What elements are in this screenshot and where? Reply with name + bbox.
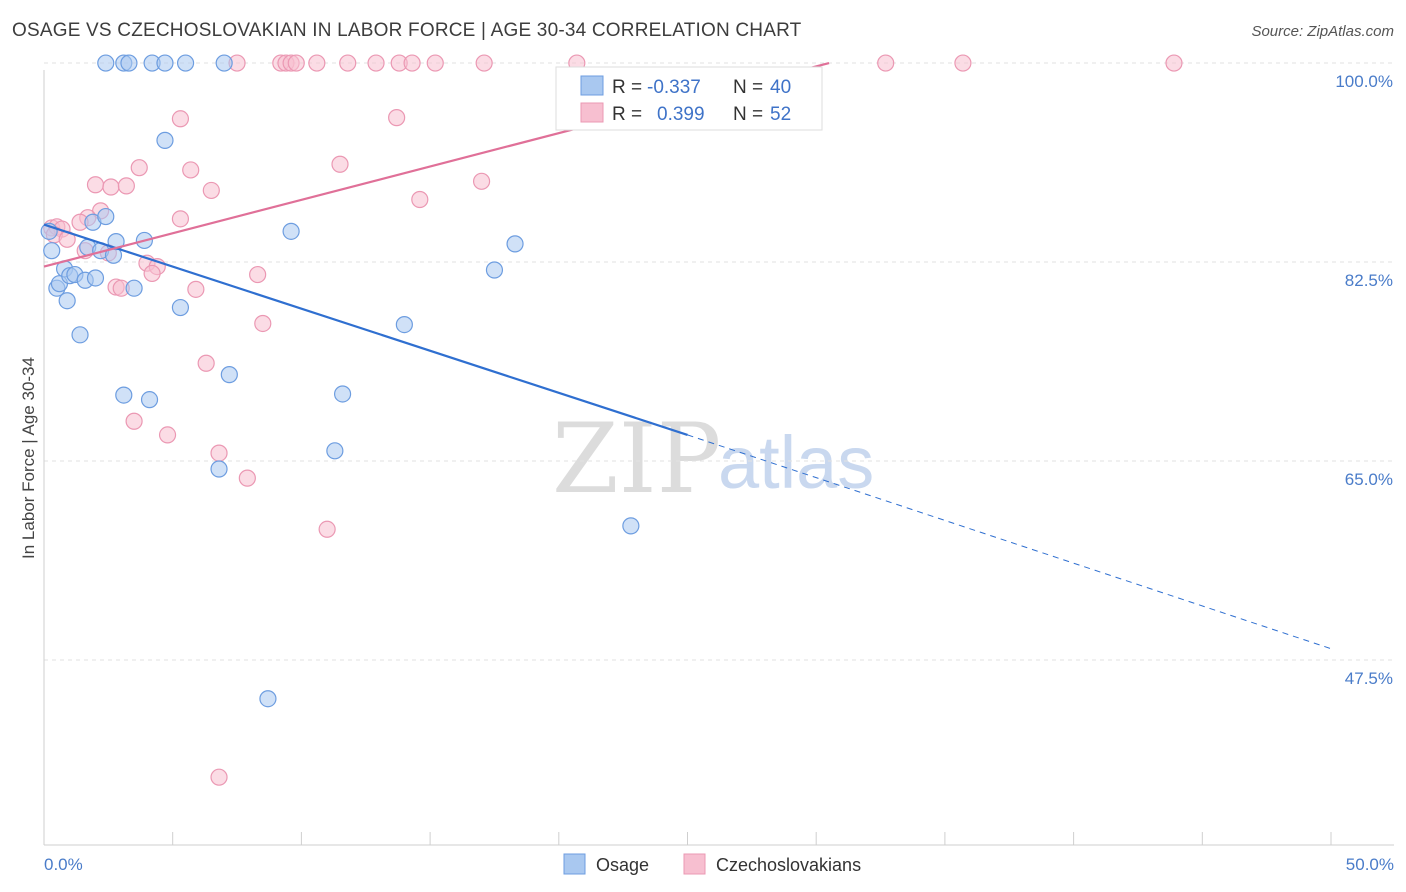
czech-point — [171, 110, 190, 128]
osage-point — [107, 232, 125, 251]
osage-point — [176, 54, 195, 72]
czech-point — [403, 54, 421, 72]
osage-n-label: N = — [733, 77, 763, 98]
czech-point — [367, 54, 385, 72]
osage-point — [115, 386, 133, 404]
czech-point — [117, 177, 135, 195]
osage-r-value: -0.337 — [647, 77, 701, 98]
stats-legend: R = -0.337 N = 40 R = 0.399 N = 52 — [555, 66, 823, 131]
chart-title: OSAGE VS CZECHOSLOVAKIAN IN LABOR FORCE … — [12, 20, 802, 41]
czech-point — [308, 54, 326, 72]
czech-r-value: 0.399 — [657, 104, 705, 125]
osage-point — [333, 385, 352, 403]
czech-point — [210, 444, 228, 462]
czech-point — [475, 54, 493, 72]
czech-point — [249, 265, 267, 284]
osage-bottom-swatch — [563, 853, 586, 875]
czech-point — [1165, 54, 1183, 72]
czech-point — [411, 190, 429, 209]
czech-point — [158, 426, 177, 444]
y-axis-title: In Labor Force | Age 30-34 — [19, 357, 38, 559]
osage-point — [97, 54, 115, 72]
source-label: Source: ZipAtlas.com — [1251, 23, 1394, 40]
osage-legend-label: Osage — [596, 855, 649, 875]
osage-trend-extension — [687, 434, 1332, 650]
osage-legend-swatch — [580, 75, 604, 96]
osage-point — [220, 366, 238, 384]
czech-bottom-swatch — [683, 853, 706, 875]
czech-point — [171, 210, 190, 228]
y-tick-label: 65.0% — [1345, 470, 1393, 489]
osage-r-label: R = — [612, 77, 642, 98]
czech-r-label: R = — [612, 104, 642, 125]
czech-point — [130, 159, 148, 177]
czech-point — [254, 314, 272, 333]
czech-n-value: 52 — [770, 104, 791, 125]
osage-point — [140, 391, 159, 409]
czech-point — [287, 54, 305, 72]
osage-point — [156, 131, 174, 149]
osage-point — [259, 690, 277, 708]
osage-point — [215, 54, 233, 72]
czech-point — [210, 768, 228, 786]
watermark-atlas: atlas — [718, 421, 874, 504]
y-tick-label: 100.0% — [1335, 72, 1393, 91]
osage-point — [326, 442, 344, 460]
czech-point — [182, 161, 200, 179]
grid-lines — [44, 62, 1394, 661]
osage-point — [485, 261, 504, 279]
czech-legend-label: Czechoslovakians — [716, 855, 861, 875]
osage-point — [125, 279, 143, 297]
osage-point — [86, 269, 105, 287]
czech-point — [331, 155, 349, 173]
osage-point — [156, 54, 174, 72]
osage-point — [622, 517, 640, 535]
czech-point — [238, 469, 256, 487]
y-tick-label: 82.5% — [1345, 271, 1393, 290]
osage-point — [171, 298, 190, 317]
osage-point — [58, 292, 76, 310]
series-legend: Osage Czechoslovakians — [563, 853, 861, 875]
czech-point — [339, 54, 357, 72]
watermark-zip: ZIP — [552, 403, 721, 515]
czech-point — [954, 54, 972, 72]
czech-n-label: N = — [733, 104, 763, 125]
y-tick-labels: 100.0% 82.5% 65.0% 47.5% — [1335, 72, 1393, 688]
osage-n-value: 40 — [770, 77, 791, 98]
czech-point — [877, 54, 895, 72]
y-tick-label: 47.5% — [1345, 669, 1393, 688]
osage-point — [210, 460, 228, 478]
czech-point — [388, 109, 406, 127]
x-tick-label-max: 50.0% — [1346, 855, 1394, 874]
osage-point — [71, 326, 89, 344]
czech-point — [426, 54, 444, 72]
czech-point — [102, 178, 120, 196]
osage-point — [395, 316, 413, 334]
osage-points — [40, 54, 640, 708]
osage-point — [120, 54, 138, 72]
czech-point — [472, 172, 491, 190]
czech-legend-swatch — [580, 102, 604, 123]
czech-point — [125, 412, 143, 430]
osage-point — [43, 242, 61, 260]
x-tick-marks — [43, 832, 1332, 845]
czech-point — [143, 264, 161, 283]
osage-point — [282, 222, 300, 240]
czech-point — [197, 354, 215, 372]
czech-point — [318, 520, 336, 538]
czech-point — [202, 181, 220, 200]
czech-point — [187, 280, 205, 298]
osage-point — [97, 207, 115, 226]
trend-lines — [43, 61, 1332, 650]
czech-point — [86, 176, 105, 194]
osage-point — [506, 235, 524, 253]
osage-trend-line — [43, 223, 688, 436]
x-tick-label-min: 0.0% — [44, 855, 83, 874]
